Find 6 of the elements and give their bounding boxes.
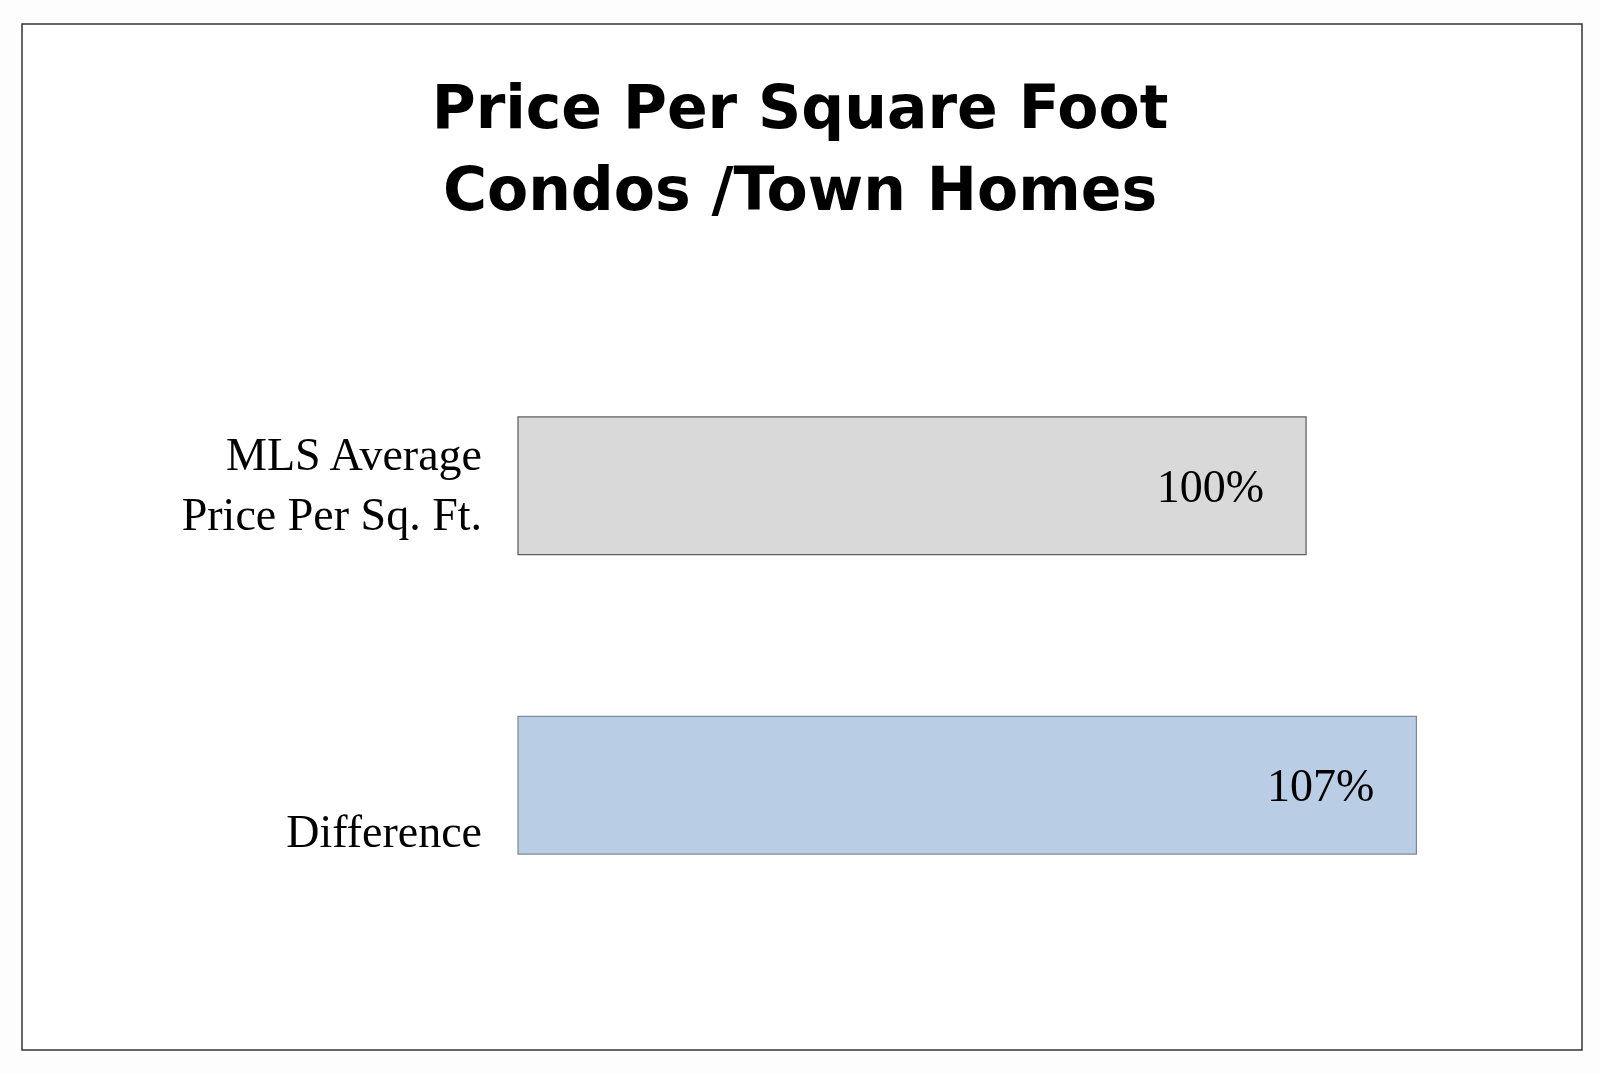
chart-subtitle: Condos /Town Homes <box>442 154 1158 224</box>
y-tick-label: Difference <box>286 806 482 858</box>
data-label: 107% <box>1267 760 1375 812</box>
chart-title: Price Per Square Foot <box>431 72 1169 142</box>
data-label: 100% <box>1156 460 1265 512</box>
y-tick-label: MLS Average Price Per Sq. Ft. <box>181 428 482 540</box>
